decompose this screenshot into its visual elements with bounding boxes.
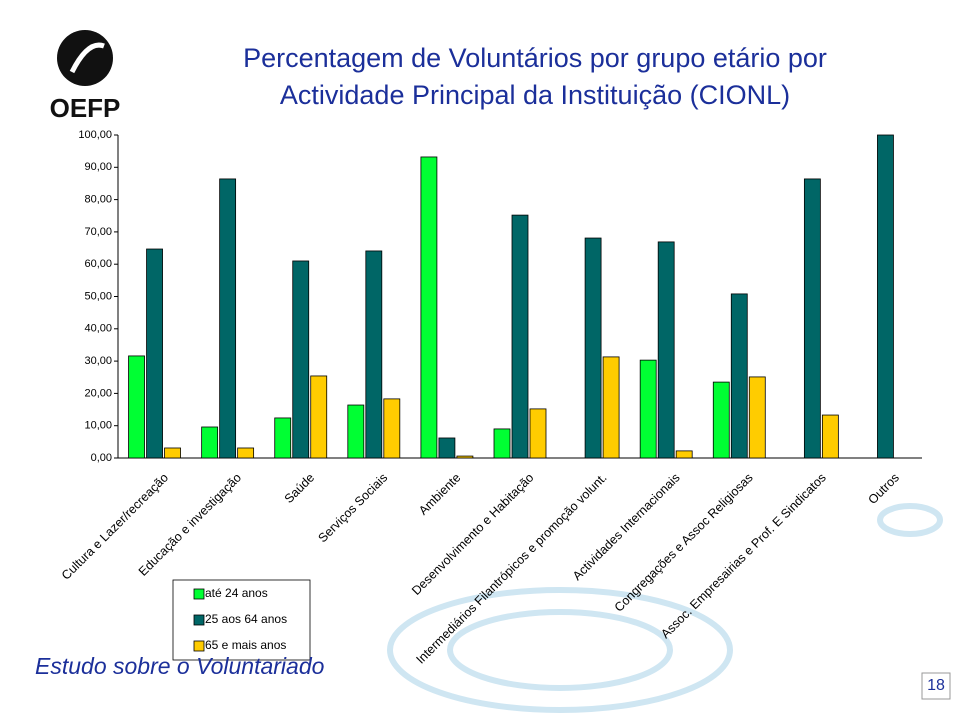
y-tick-label: 100,00 [78,129,112,141]
y-tick-label: 30,00 [84,355,112,367]
bar [584,237,602,459]
bar [730,293,748,459]
y-tick-label: 80,00 [84,194,112,206]
bar [511,214,529,459]
bar [748,376,766,459]
bar [877,134,894,459]
bar [675,450,693,459]
bar [639,359,657,459]
x-tick-label: Desenvolvimento e Habitação [409,471,536,598]
y-tick-label: 50,00 [84,290,112,302]
page-box [921,672,951,700]
y-tick-label: 0,00 [91,452,112,464]
chart-title: Actividade Principal da Instituição (CIO… [280,80,790,110]
bar [365,250,383,459]
bar [712,381,730,459]
bar [657,241,675,459]
x-tick-label: Assoc. Empresairias e Prof. E Sindicatos [658,471,829,642]
logo-mark [57,30,113,86]
chart-title: Percentagem de Voluntários por grupo etá… [243,43,827,73]
logo: OEFP [50,93,121,123]
legend-swatch [193,588,205,600]
legend-label: até 24 anos [205,586,268,600]
bar [383,398,401,459]
bar [420,156,438,459]
page-number: 18 [927,677,945,694]
y-tick-label: 60,00 [84,258,112,270]
bar [128,355,145,459]
bar [274,417,292,459]
bar [803,178,821,459]
x-tick-label: Ambiente [416,471,463,518]
footer: Estudo sobre o Voluntariado [35,653,325,679]
y-tick-label: 90,00 [84,161,112,173]
bar [292,260,310,459]
y-tick-label: 10,00 [84,420,112,432]
bar [201,426,219,459]
decoration [387,503,943,713]
legend-label: 25 aos 64 anos [205,612,287,626]
bar [529,408,547,459]
y-tick-label: 40,00 [84,323,112,335]
x-tick-label: Congregações e Assoc Religiosas [612,471,756,615]
bar [164,447,181,459]
logo-swoosh [69,42,105,74]
bar [821,414,839,459]
x-tick-label: Saúde [282,471,317,506]
bar [237,447,255,459]
y-tick-label: 20,00 [84,387,112,399]
y-tick-label: 70,00 [84,226,112,238]
legend-swatch [193,640,205,652]
bar [219,178,237,459]
bar [438,437,456,459]
legend-label: 65 e mais anos [205,638,286,652]
bar [456,455,474,459]
bar [310,375,328,459]
legend-swatch [193,614,205,626]
bar [146,248,163,459]
bar [347,404,365,459]
x-tick-label: Serviços Sociais [316,471,391,546]
x-tick-label: Outros [865,471,901,507]
bar [602,356,620,459]
bar [493,428,511,459]
